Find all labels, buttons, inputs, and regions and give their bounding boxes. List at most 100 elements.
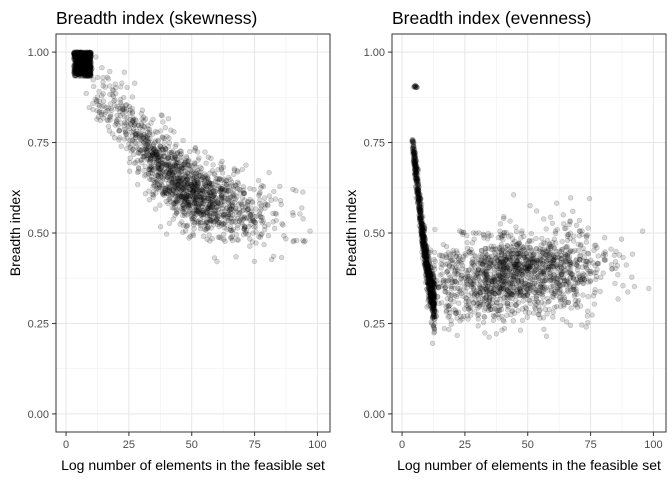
data-point: [490, 287, 497, 293]
data-point: [198, 212, 205, 219]
data-point: [209, 211, 215, 217]
data-point: [143, 142, 149, 149]
data-point: [147, 164, 154, 170]
data-point: [121, 119, 128, 126]
data-point: [601, 257, 608, 263]
data-point: [82, 55, 88, 61]
data-point: [171, 183, 178, 190]
data-point: [79, 69, 86, 75]
data-point: [239, 201, 245, 207]
data-point: [172, 192, 178, 199]
data-point: [530, 255, 537, 261]
data-point: [212, 195, 219, 201]
data-point: [75, 52, 81, 58]
data-point: [539, 291, 546, 298]
data-point: [87, 59, 93, 66]
data-point: [186, 235, 192, 241]
data-point: [74, 50, 81, 57]
data-point: [244, 215, 250, 221]
data-point: [114, 118, 120, 125]
data-point: [171, 161, 178, 168]
data-point: [75, 52, 82, 58]
data-point: [522, 293, 529, 299]
y-tick-label: 0.25: [364, 318, 385, 330]
data-point: [147, 167, 153, 173]
data-point: [77, 68, 84, 74]
data-point: [242, 229, 249, 235]
data-point: [72, 61, 78, 68]
data-point: [78, 58, 84, 65]
data-point: [104, 117, 111, 123]
data-point: [155, 146, 162, 152]
data-point: [154, 157, 160, 164]
data-point: [535, 299, 542, 305]
data-point: [82, 68, 88, 74]
data-point: [185, 185, 191, 191]
data-point: [73, 65, 79, 72]
data-point: [166, 170, 172, 176]
data-point: [135, 149, 142, 156]
data-point: [72, 68, 79, 75]
data-point: [82, 67, 88, 73]
data-point: [145, 145, 151, 151]
data-point: [498, 303, 504, 309]
data-point: [580, 275, 586, 281]
data-point: [149, 131, 156, 137]
data-point: [76, 52, 83, 59]
data-point: [85, 53, 91, 59]
data-point: [139, 115, 145, 122]
data-point: [173, 156, 180, 162]
data-point: [564, 287, 571, 293]
data-point: [483, 285, 489, 292]
data-point: [153, 156, 160, 162]
data-point: [290, 186, 296, 193]
data-point: [107, 91, 113, 98]
data-point: [73, 59, 79, 65]
data-point: [186, 208, 192, 215]
data-point: [121, 123, 127, 129]
data-point: [86, 62, 93, 68]
data-point: [192, 199, 199, 206]
data-point: [174, 172, 181, 178]
data-point: [214, 204, 220, 211]
data-point: [179, 219, 185, 225]
data-point: [191, 191, 197, 198]
data-point: [559, 238, 565, 245]
data-point: [135, 146, 142, 152]
data-point: [88, 63, 94, 70]
data-point: [164, 155, 171, 162]
data-point: [212, 172, 218, 178]
data-point: [88, 73, 94, 79]
data-point: [155, 138, 161, 144]
data-point: [85, 62, 92, 69]
data-point: [71, 62, 78, 69]
data-point: [86, 71, 93, 77]
data-point: [83, 72, 89, 79]
data-point: [72, 49, 79, 55]
data-point: [191, 162, 198, 168]
data-point: [112, 102, 118, 109]
data-point: [83, 58, 90, 65]
data-point: [193, 207, 200, 213]
data-point: [85, 51, 92, 57]
data-point: [154, 178, 161, 184]
data-point: [300, 237, 306, 244]
data-point: [560, 212, 567, 218]
data-point: [88, 53, 94, 59]
data-point: [183, 153, 190, 160]
data-point: [79, 60, 86, 66]
data-point: [76, 67, 83, 73]
data-point: [258, 206, 264, 212]
data-point: [173, 141, 179, 148]
data-point: [522, 309, 529, 315]
data-point: [75, 54, 81, 61]
data-point: [194, 190, 200, 196]
data-point: [179, 168, 185, 175]
data-point: [135, 150, 141, 156]
data-point: [149, 164, 155, 171]
data-point: [249, 211, 255, 217]
data-point: [211, 196, 218, 203]
data-point: [572, 291, 578, 297]
data-point: [174, 160, 180, 167]
data-point: [513, 248, 519, 254]
